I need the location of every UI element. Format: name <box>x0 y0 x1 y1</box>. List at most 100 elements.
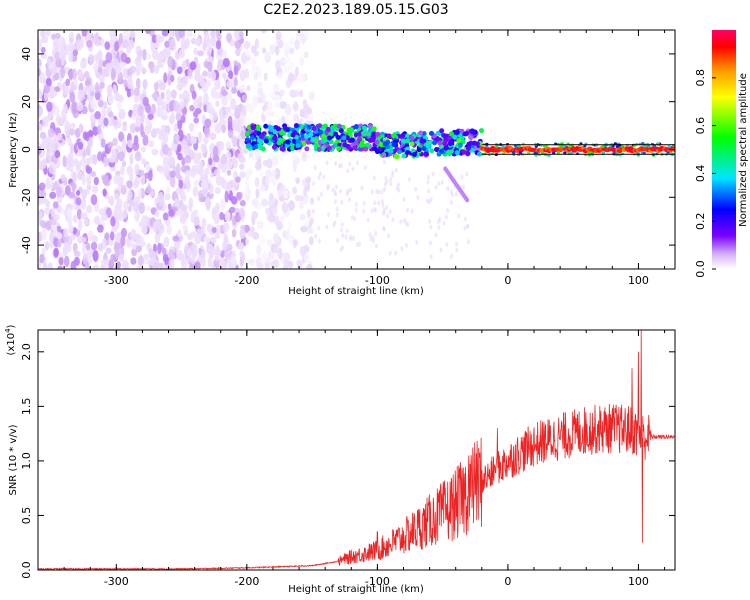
heatmap-cell <box>215 40 222 50</box>
heatmap-cell <box>447 141 453 147</box>
heatmap-cell <box>45 200 51 208</box>
heatmap-cell <box>261 47 267 54</box>
colorbar-tick-label: 0.4 <box>694 165 707 183</box>
heatmap-cell <box>325 224 329 230</box>
heatmap-cell <box>237 152 245 163</box>
heatmap-cell <box>416 147 422 153</box>
heatmap-cell <box>189 104 195 112</box>
heatmap-cell <box>274 168 281 180</box>
heatmap-cell <box>375 243 379 249</box>
heatmap-cell <box>373 200 377 206</box>
heatmap-cell <box>372 175 376 181</box>
heatmap-cell <box>219 211 225 221</box>
heatmap-cell <box>38 146 42 155</box>
x-tick-label: 100 <box>628 274 649 287</box>
heatmap-cell <box>239 84 246 94</box>
heatmap-cell <box>277 189 282 198</box>
heatmap-cell <box>224 106 232 113</box>
y-tick-label: 2.0 <box>20 343 33 361</box>
heatmap-cell <box>429 148 435 154</box>
heatmap-cell <box>45 77 52 87</box>
heatmap-cell <box>175 112 182 121</box>
heatmap-cell <box>440 180 444 186</box>
heatmap-cell <box>155 127 161 135</box>
heatmap-cell <box>388 209 392 215</box>
heatmap-cell <box>225 141 231 149</box>
heatmap-cell <box>235 47 241 57</box>
heatmap-cell <box>57 238 62 248</box>
heatmap-cell <box>268 213 275 223</box>
heatmap-cell <box>132 200 140 213</box>
heatmap-cell <box>446 208 450 214</box>
heatmap-cell <box>222 222 230 233</box>
heatmap-cell <box>418 130 424 136</box>
heatmap-cell <box>210 30 216 39</box>
heatmap-cell <box>62 103 68 111</box>
heatmap-cell <box>215 175 223 186</box>
heatmap-cell <box>62 155 67 168</box>
heatmap-cell <box>130 257 137 265</box>
heatmap-cell <box>456 138 462 144</box>
heatmap-cell <box>94 81 100 94</box>
heatmap-cell <box>222 240 228 250</box>
heatmap-cell <box>85 242 91 251</box>
heatmap-cell <box>42 264 49 269</box>
heatmap-cell <box>236 192 242 201</box>
heatmap-cell <box>261 252 268 264</box>
heatmap-cell <box>279 89 285 97</box>
heatmap-cell <box>427 199 431 205</box>
heatmap-cell <box>101 68 109 78</box>
heatmap-cell <box>38 231 42 243</box>
heatmap-cell <box>344 234 348 240</box>
heatmap-cell <box>269 192 274 201</box>
heatmap-cell <box>461 184 465 190</box>
heatmap-cell <box>207 61 213 73</box>
heatmap-cell <box>85 85 92 93</box>
heatmap-cell <box>232 135 237 148</box>
heatmap-cell <box>107 93 115 105</box>
heatmap-cell <box>371 126 377 132</box>
spectrogram-xlabel: Height of straight line (km) <box>288 286 424 297</box>
heatmap-cell <box>470 129 476 135</box>
heatmap-cell <box>405 146 411 152</box>
heatmap-cell <box>371 238 375 244</box>
heatmap-cell <box>442 220 446 226</box>
heatmap-cell <box>400 133 406 139</box>
heatmap-cell <box>47 262 54 269</box>
heatmap-cell <box>87 94 93 102</box>
heatmap-cell <box>214 78 221 90</box>
heatmap-cell <box>443 137 449 143</box>
heatmap-cell <box>258 134 264 140</box>
heatmap-cell <box>437 181 441 187</box>
heatmap-cell <box>251 95 258 108</box>
heatmap-cell <box>277 137 283 143</box>
heatmap-cell <box>54 150 61 159</box>
heatmap-cell <box>134 151 142 162</box>
x-tick-label: 0 <box>504 575 511 588</box>
heatmap-cell <box>173 100 180 112</box>
heatmap-cell <box>283 42 290 53</box>
heatmap-cell <box>236 119 241 131</box>
heatmap-cell <box>109 116 115 127</box>
heatmap-cell <box>310 137 316 143</box>
heatmap-cell <box>445 242 449 248</box>
snr-series-line <box>38 330 675 570</box>
heatmap-cell <box>495 144 499 148</box>
heatmap-cell <box>78 70 84 79</box>
heatmap-cell <box>193 216 200 226</box>
heatmap-cell <box>457 142 463 148</box>
heatmap-cell <box>210 70 217 82</box>
heatmap-cell <box>137 187 142 198</box>
heatmap-cell <box>303 186 308 197</box>
heatmap-cell <box>220 153 228 166</box>
heatmap-cell <box>133 87 140 97</box>
heatmap-cell <box>203 92 209 105</box>
heatmap-cell <box>269 125 275 131</box>
heatmap-cell <box>349 127 355 133</box>
heatmap-cell <box>78 123 84 134</box>
heatmap-cell <box>184 145 191 154</box>
heatmap-cell <box>97 99 104 108</box>
heatmap-cell <box>156 165 164 172</box>
heatmap-cell <box>177 152 183 161</box>
heatmap-cell <box>667 145 671 148</box>
